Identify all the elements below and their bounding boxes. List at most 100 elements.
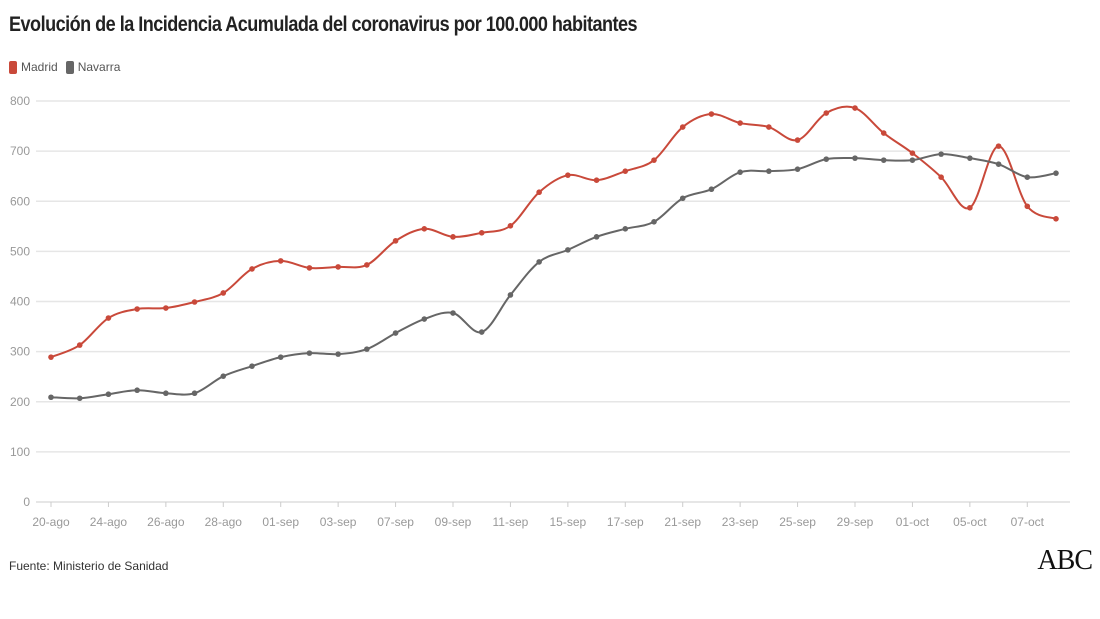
- legend-item-navarra[interactable]: Navarra: [65, 60, 120, 74]
- data-point-navarra: [938, 151, 944, 157]
- series-line-madrid: [50, 105, 1057, 359]
- data-point-madrid: [48, 354, 54, 360]
- data-point-navarra: [593, 234, 600, 240]
- data-point-madrid: [134, 306, 140, 312]
- x-tick-label: 07-oct: [1011, 515, 1045, 529]
- legend-item-madrid[interactable]: Madrid: [9, 60, 58, 74]
- data-point-navarra: [651, 219, 657, 225]
- data-point-navarra: [1053, 170, 1059, 176]
- x-tick-label: 20-ago: [32, 515, 70, 529]
- x-tick-label: 01-oct: [896, 515, 930, 529]
- data-point-madrid: [565, 172, 571, 178]
- x-tick-label: 24-ago: [90, 515, 128, 529]
- data-point-navarra: [852, 155, 858, 161]
- data-point-madrid: [938, 174, 944, 180]
- y-tick-label: 600: [10, 194, 30, 208]
- x-tick-label: 26-ago: [147, 515, 185, 529]
- data-point-madrid: [794, 137, 801, 143]
- data-point-navarra: [794, 166, 801, 172]
- data-point-navarra: [364, 346, 370, 352]
- line-chart: 0 100 200 300 400 500 600 700 800 20-ago 24-ago 26-…: [10, 94, 1070, 529]
- x-tick-label: 23-sep: [722, 515, 759, 529]
- y-tick-label: 100: [10, 445, 30, 459]
- data-point-madrid: [909, 150, 916, 156]
- y-tick-label: 0: [23, 495, 30, 509]
- data-point-madrid: [1024, 203, 1031, 210]
- data-point-madrid: [852, 105, 858, 111]
- data-point-navarra: [335, 351, 341, 357]
- data-point-navarra: [421, 316, 428, 322]
- legend-label-madrid: Madrid: [21, 60, 58, 74]
- data-point-madrid: [880, 130, 887, 136]
- data-point-navarra: [450, 310, 456, 316]
- data-point-navarra: [134, 387, 140, 394]
- y-tick-label: 700: [10, 144, 30, 158]
- data-point-navarra: [880, 157, 887, 163]
- data-point-navarra: [249, 363, 255, 369]
- data-point-navarra: [478, 329, 485, 335]
- data-point-madrid: [105, 315, 112, 321]
- data-point-navarra: [967, 155, 973, 161]
- x-tick-label: 17-sep: [607, 515, 644, 529]
- y-tick-label: 200: [10, 395, 30, 409]
- x-tick-label: 21-sep: [664, 515, 701, 529]
- data-point-navarra: [507, 292, 514, 298]
- data-point-navarra: [708, 186, 715, 193]
- data-point-navarra: [995, 161, 1002, 167]
- x-tick-label: 25-sep: [779, 515, 816, 529]
- data-point-navarra: [306, 350, 313, 356]
- data-point-madrid: [651, 157, 657, 163]
- data-point-navarra: [191, 390, 198, 397]
- x-tick-label: 29-sep: [837, 515, 874, 529]
- data-point-navarra: [737, 169, 743, 175]
- data-point-madrid: [76, 342, 83, 348]
- data-point-navarra: [105, 391, 112, 398]
- data-point-madrid: [995, 143, 1002, 149]
- data-point-navarra: [622, 226, 629, 232]
- data-point-navarra: [823, 156, 830, 162]
- data-point-navarra: [536, 259, 542, 265]
- x-tick-label: 09-sep: [435, 515, 472, 529]
- data-point-madrid: [191, 299, 198, 305]
- data-point-madrid: [364, 262, 370, 268]
- data-point-madrid: [536, 189, 542, 196]
- x-tick-label: 11-sep: [493, 515, 529, 529]
- data-point-navarra: [76, 395, 83, 402]
- data-point-madrid: [1053, 215, 1059, 222]
- data-point-madrid: [306, 265, 313, 271]
- data-point-navarra: [679, 195, 686, 202]
- x-tick-label: 15-sep: [550, 515, 587, 529]
- data-point-navarra: [277, 354, 284, 360]
- data-point-madrid: [392, 238, 399, 244]
- data-point-madrid: [450, 234, 456, 240]
- data-point-navarra: [766, 168, 772, 174]
- data-point-navarra: [1024, 174, 1031, 180]
- data-point-madrid: [679, 124, 686, 130]
- chart-title: Evolución de la Incidencia Acumulada del…: [9, 13, 638, 36]
- data-point-navarra: [565, 247, 571, 253]
- source-note: Fuente: Ministerio de Sanidad: [9, 559, 169, 573]
- data-point-madrid: [737, 120, 743, 126]
- y-tick-label: 500: [10, 244, 30, 258]
- x-tick-label: 03-sep: [320, 515, 357, 529]
- data-point-madrid: [766, 124, 772, 130]
- y-tick-label: 300: [10, 345, 30, 359]
- data-point-madrid: [478, 230, 485, 236]
- x-tick-label: 01-sep: [262, 515, 299, 529]
- data-point-madrid: [421, 226, 428, 232]
- data-point-navarra: [220, 373, 227, 379]
- data-point-madrid: [249, 266, 255, 272]
- x-tick-label: 05-oct: [953, 515, 987, 529]
- x-tick-label: 07-sep: [377, 515, 414, 529]
- data-point-madrid: [507, 223, 514, 229]
- data-point-madrid: [220, 290, 227, 296]
- data-point-madrid: [823, 110, 830, 116]
- data-point-madrid: [593, 177, 600, 183]
- series-line-navarra: [50, 153, 1057, 400]
- legend: Madrid Navarra: [9, 60, 120, 74]
- data-point-madrid: [967, 204, 973, 211]
- data-point-madrid: [277, 258, 284, 264]
- data-point-madrid: [163, 305, 169, 311]
- data-point-madrid: [622, 168, 629, 174]
- data-point-madrid: [335, 264, 341, 270]
